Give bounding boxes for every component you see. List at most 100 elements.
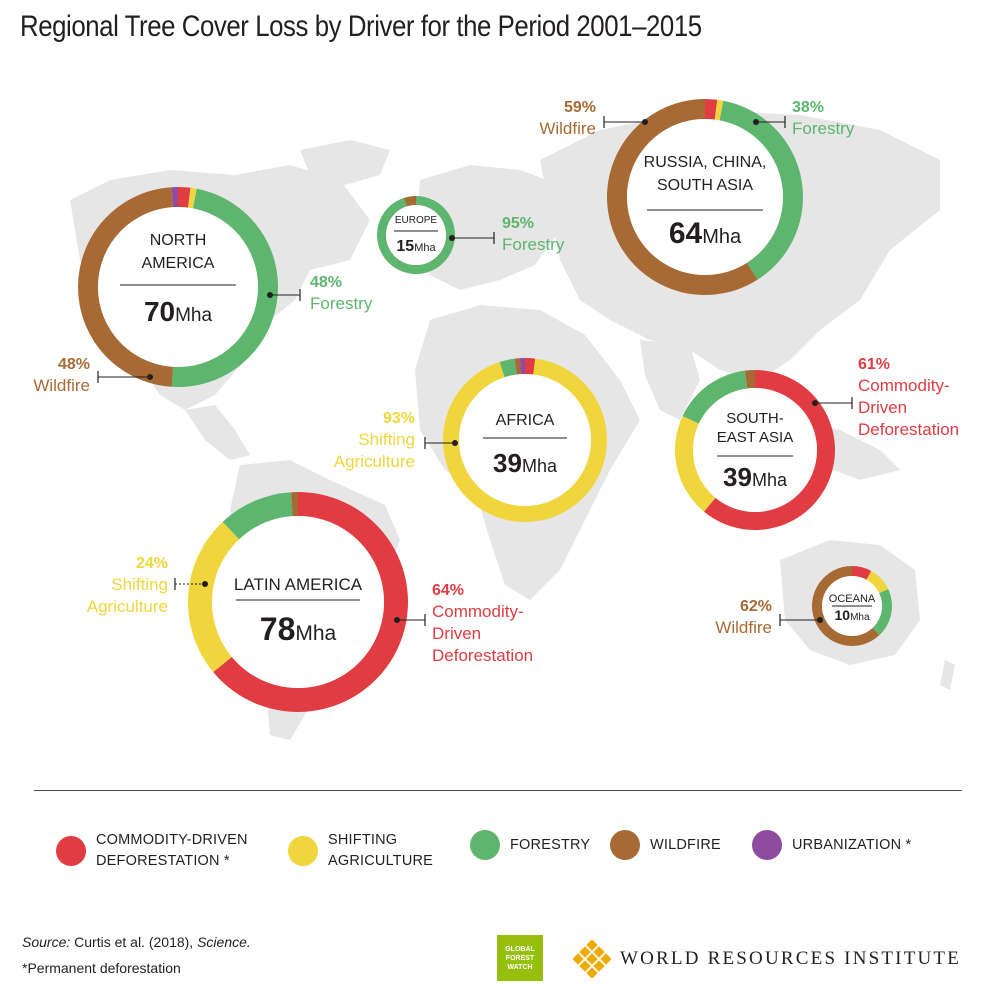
callout-percent: 95% [502, 215, 534, 232]
callout-dot [202, 581, 208, 587]
land-india [640, 340, 700, 420]
region-name-russia-china-south-asia: RUSSIA, CHINA, [644, 154, 767, 171]
region-total-value: 10 [834, 607, 850, 623]
callout-europe-forestry: 95% Forestry [449, 215, 565, 254]
region-total-russia-china-south-asia: 64Mha [669, 217, 742, 250]
region-name-oceania: OCEANA [829, 593, 876, 605]
callout-percent: 38% [792, 99, 824, 116]
donut-segment-latin-america-shifting [188, 521, 240, 673]
donut-africa: AFRICA 39Mha 93% Shifting Agriculture [334, 358, 607, 522]
region-name-europe: EUROPE [395, 215, 438, 226]
callout-north-america-wildfire: 48% Wildfire [33, 356, 153, 395]
legend-divider [34, 790, 962, 791]
legend-label-forestry: FORESTRY [510, 836, 591, 853]
donut-segment-russia-china-south-asia-forestry [719, 100, 803, 280]
region-name-north-america: AMERICA [142, 255, 215, 272]
callout-percent: 93% [383, 410, 415, 427]
source-text: Curtis et al. (2018), [70, 934, 198, 950]
global-forest-watch-logo: GLOBAL FOREST WATCH [497, 935, 543, 981]
world-map-chart: NORTHAMERICA70Mha48%Forestry48%WildfireE… [33, 99, 959, 740]
region-total-latin-america: 78Mha [260, 611, 337, 647]
donut-segment-latin-america-commodity [213, 492, 408, 712]
callout-percent: 48% [58, 356, 90, 373]
region-total-africa: 39Mha [493, 448, 558, 478]
gfw-logo-line: WATCH [507, 963, 533, 971]
legend-item-forestry: FORESTRY [470, 830, 590, 860]
callout-dot [452, 440, 458, 446]
callout-africa-shifting: 93% Shifting Agriculture [334, 410, 458, 471]
donut-center-north-america [98, 207, 258, 367]
callout-label: Agriculture [334, 452, 415, 471]
region-total-unit: Mha [175, 305, 212, 326]
callout-label: Commodity- [432, 602, 524, 621]
donut-segment-north-america-forestry [171, 188, 279, 387]
legend-label-shifting: SHIFTING AGRICULTURE [328, 832, 434, 869]
callout-percent: 64% [432, 582, 464, 599]
region-name-africa: AFRICA [496, 412, 555, 429]
legend-item-wildfire: WILDFIRE [610, 830, 721, 860]
callout-dot [817, 617, 823, 623]
donut-southeast-asia: SOUTH- EAST ASIA 39Mha 61% Commodity- Driven D… [674, 356, 959, 530]
donut-segment-southeast-asia-forestry [682, 370, 748, 424]
region-total-unit: Mha [702, 226, 742, 248]
donut-segment-north-america-urbanization [171, 187, 178, 208]
region-name-north-america: NORTH [150, 232, 207, 249]
donut-oceania: OCEANA 10Mha 62% Wildfire [715, 566, 892, 646]
donut-segment-oceania-shifting [866, 570, 889, 594]
legend-item-urbanization: URBANIZATION * [752, 830, 911, 860]
donut-center-southeast-asia [693, 388, 817, 512]
callout-label: Forestry [310, 294, 373, 313]
footnote: *Permanent deforestation [22, 960, 181, 976]
land-central-america [185, 405, 250, 460]
donut-segment-oceania-commodity [852, 566, 872, 580]
callout-label: Wildfire [539, 119, 596, 138]
donut-segment-oceania-forestry [872, 588, 892, 636]
callout-label: Agriculture [87, 597, 168, 616]
legend-swatch-forestry [470, 830, 500, 860]
callout-dot [753, 119, 759, 125]
donut-segment-russia-china-south-asia-commodity [705, 99, 718, 120]
source-journal: Science. [197, 934, 251, 950]
region-total-southeast-asia: 39Mha [723, 462, 788, 492]
region-total-unit: Mha [850, 612, 870, 623]
donut-center-africa [459, 374, 591, 506]
donut-segment-africa-commodity [525, 358, 536, 375]
callout-percent: 48% [310, 274, 342, 291]
donut-center-latin-america [212, 516, 384, 688]
callout-label: Deforestation [858, 420, 959, 439]
source-note: Source: Curtis et al. (2018), Science. [22, 934, 251, 950]
callout-dot [449, 235, 455, 241]
region-total-oceania: 10Mha [834, 607, 869, 623]
donut-north-america: NORTH AMERICA 70Mha 48% Forestry 48% Wildfire [33, 187, 373, 395]
region-total-value: 15 [396, 238, 414, 255]
region-total-unit: Mha [295, 622, 336, 645]
region-name-southeast-asia: EAST ASIA [717, 429, 793, 446]
land-japan [848, 225, 870, 280]
callout-dot [812, 400, 818, 406]
legend-swatch-shifting [288, 836, 318, 866]
callout-southeast-asia-commodity: 61% Commodity- Driven Deforestation [812, 356, 959, 439]
callout-percent: 61% [858, 356, 890, 373]
callout-label: Driven [858, 398, 907, 417]
source-prefix: Source: [22, 934, 71, 950]
callout-percent: 59% [564, 99, 596, 116]
region-total-value: 39 [723, 462, 752, 492]
callout-latin-america-commodity: 64% Commodity- Driven Deforestation [394, 582, 533, 665]
region-total-value: 70 [144, 296, 175, 327]
donut-segment-russia-china-south-asia-wildfire [607, 99, 758, 295]
callout-label: Wildfire [715, 618, 772, 637]
legend-item-commodity: COMMODITY-DRIVEN DEFORESTATION * [56, 830, 248, 872]
region-total-europe: 15Mha [396, 238, 436, 255]
legend-swatch-commodity [56, 836, 86, 866]
legend-label-wildfire: WILDFIRE [650, 836, 721, 853]
donut-segment-europe-wildfire [403, 196, 416, 207]
wri-logo-icon [573, 940, 611, 978]
donut-segment-africa-forestry [499, 358, 517, 378]
chart-title: Regional Tree Cover Loss by Driver for t… [20, 10, 702, 43]
donut-europe: EUROPE 15Mha 95% Forestry [377, 196, 565, 274]
donut-segment-latin-america-forestry [222, 492, 293, 540]
gfw-logo-line: GLOBAL [505, 945, 535, 953]
region-total-unit: Mha [522, 456, 558, 476]
callout-label: Forestry [792, 119, 855, 138]
donut-layer: NORTHAMERICA70Mha48%Forestry48%WildfireE… [33, 99, 959, 712]
